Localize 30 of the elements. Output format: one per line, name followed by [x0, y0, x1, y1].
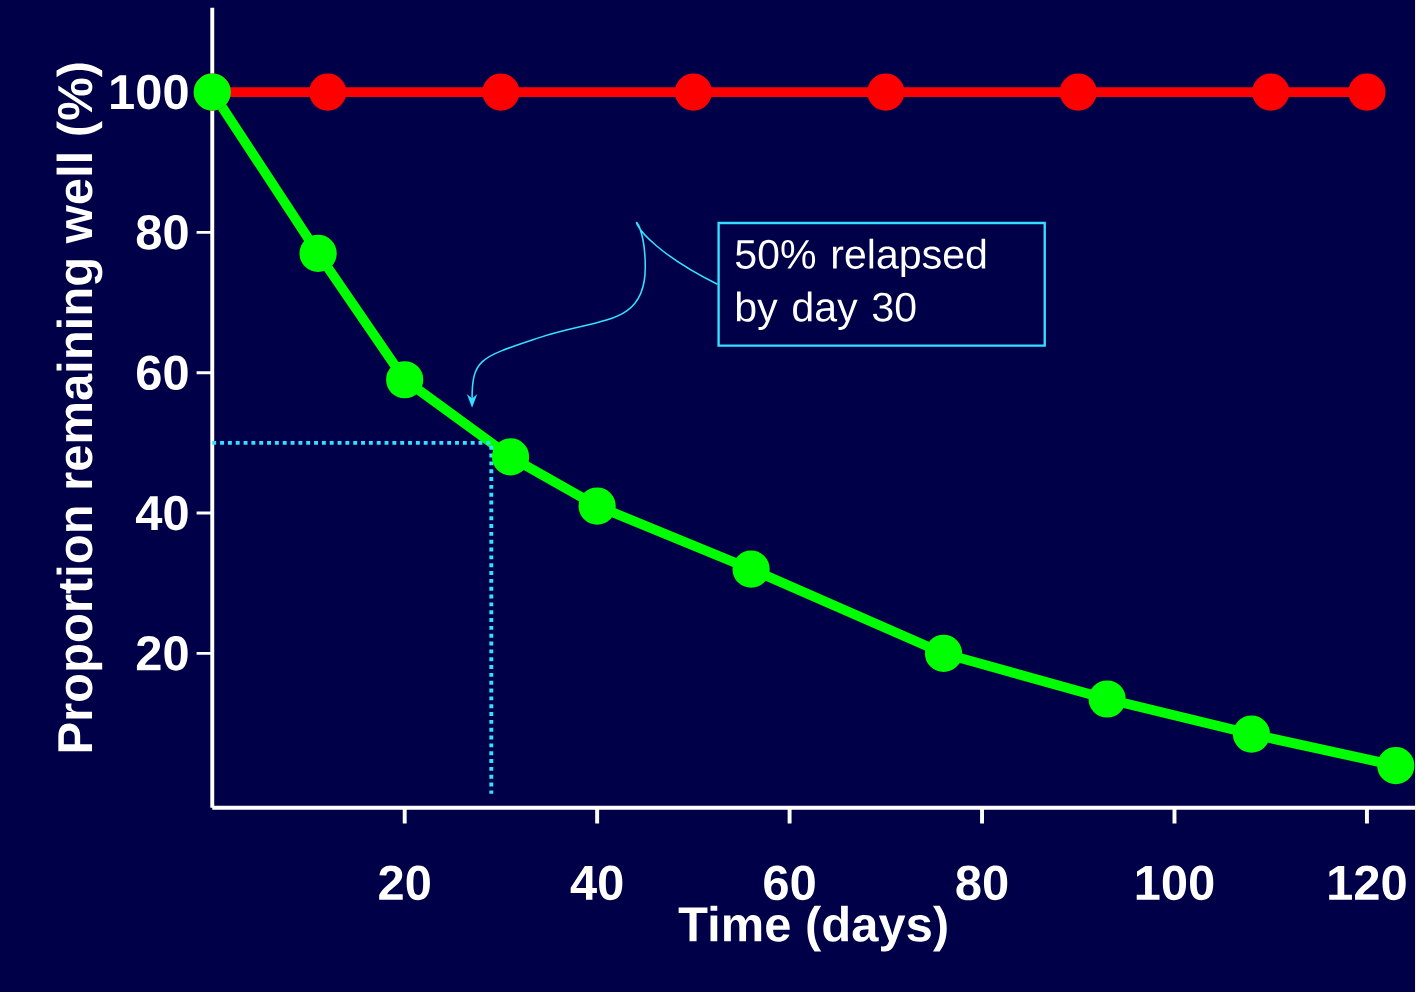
annotation: 50% relapsed by day 30	[735, 238, 986, 330]
x-tick-label: 80	[956, 865, 1008, 900]
y-tick-label: 60	[137, 355, 188, 390]
x-tick-label: 40	[570, 865, 623, 900]
point	[491, 438, 530, 476]
point	[299, 234, 337, 272]
point	[674, 73, 712, 111]
y-tick-label: 80	[136, 214, 188, 250]
point	[867, 73, 905, 111]
point	[578, 487, 616, 525]
y-tick-label: 100	[111, 74, 188, 110]
x-tick-label: 120	[1329, 865, 1406, 900]
point	[309, 73, 347, 111]
point	[386, 360, 424, 399]
x-tick-label: 60	[764, 865, 815, 900]
point	[1232, 715, 1271, 753]
point	[1377, 746, 1415, 785]
point	[1059, 73, 1097, 111]
y-tick-label: 20	[136, 635, 188, 671]
x-tick-label: 100	[1136, 865, 1214, 900]
y-axis-title: Proportion remaining well (%)	[56, 63, 103, 752]
point	[732, 550, 770, 588]
x-tick-label: 20	[379, 865, 430, 900]
point	[1088, 680, 1126, 718]
x-axis-title: Time (days)	[678, 905, 947, 952]
point	[482, 73, 520, 111]
point	[1348, 73, 1386, 111]
point	[924, 634, 963, 672]
point	[1252, 73, 1290, 111]
y-tick-label: 40	[135, 495, 188, 531]
